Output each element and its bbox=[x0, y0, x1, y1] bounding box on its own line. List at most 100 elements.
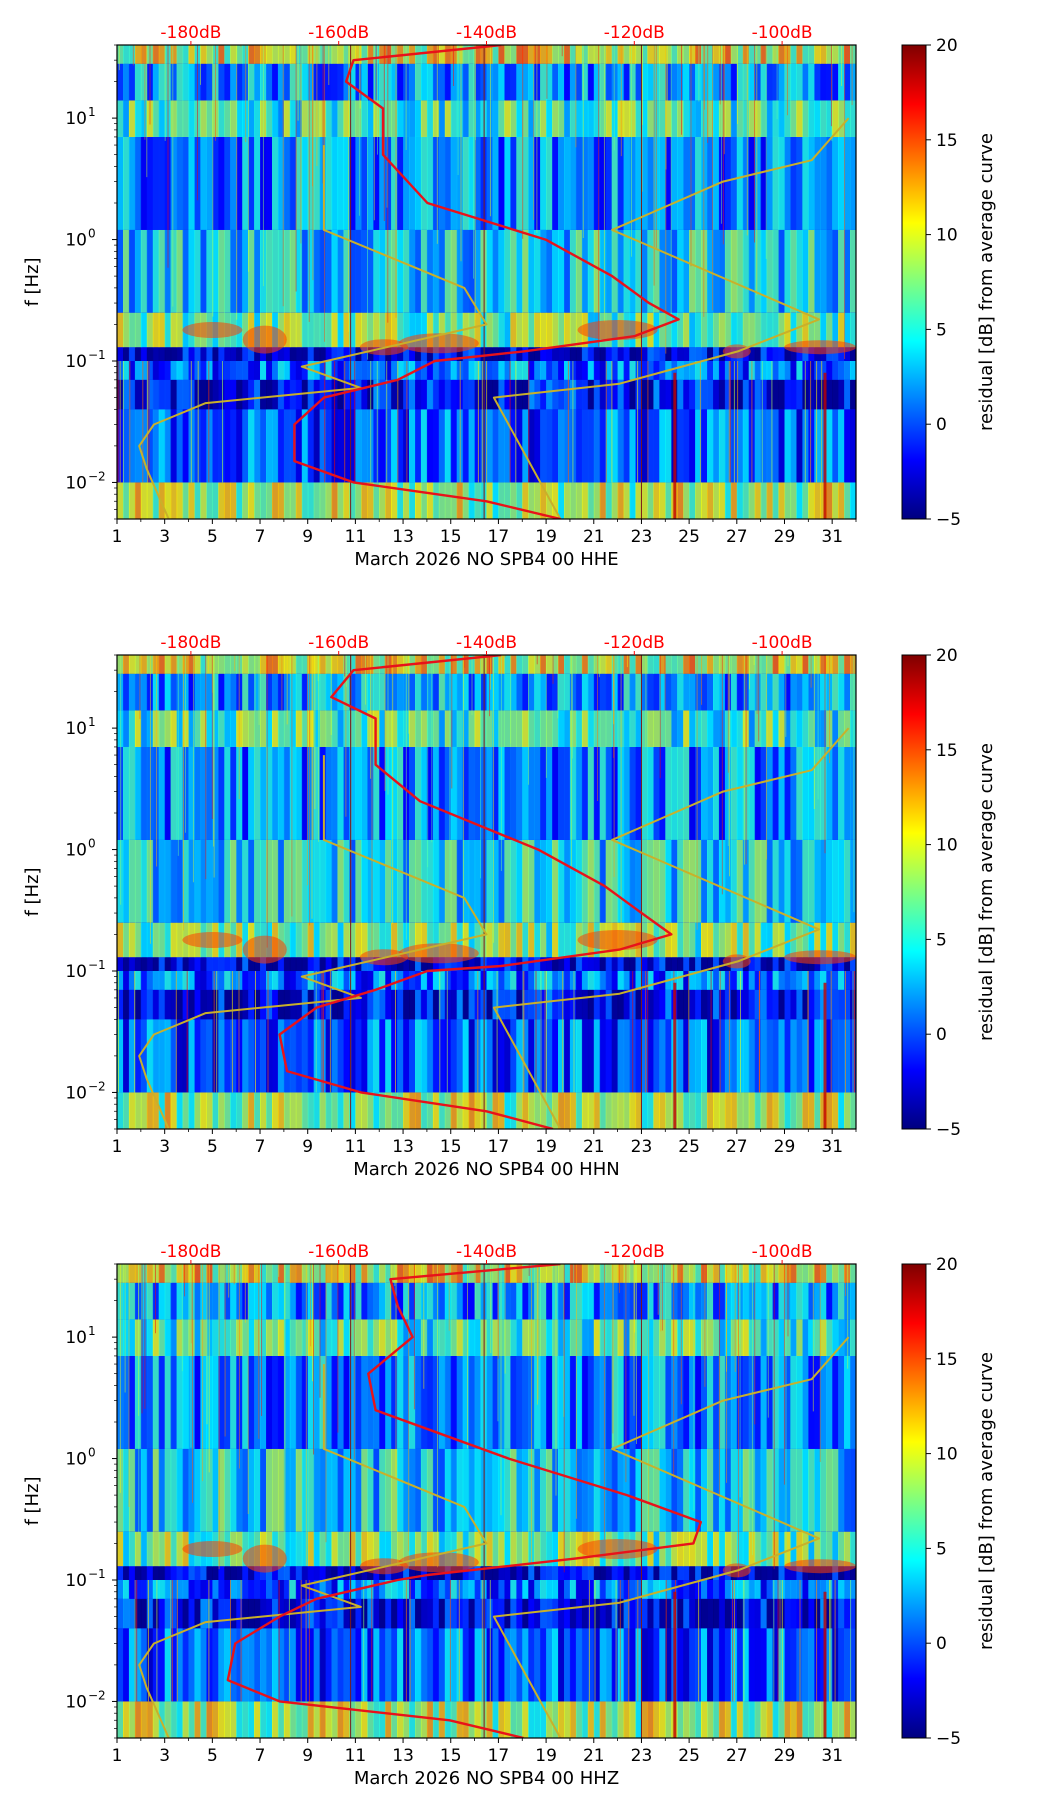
y-tick-exponent: 0 bbox=[88, 837, 96, 851]
y-tick-label: 10 bbox=[65, 841, 87, 861]
x-tick-label: 1 bbox=[112, 1137, 123, 1157]
y-tick-exponent: −2 bbox=[88, 1079, 106, 1093]
x-tick-label: 17 bbox=[488, 1746, 510, 1766]
spectrogram-texture bbox=[117, 1264, 856, 1738]
y-tick-exponent: −1 bbox=[88, 348, 106, 362]
y-tick-label: 10 bbox=[65, 231, 87, 251]
x-tick-label: 3 bbox=[159, 1137, 170, 1157]
db-axis-label: -100dB bbox=[752, 1242, 813, 1262]
colorbar-tick-label: 10 bbox=[936, 836, 958, 856]
y-tick-exponent: −2 bbox=[88, 1688, 106, 1702]
x-tick-label: 5 bbox=[207, 1137, 218, 1157]
y-tick-exponent: 1 bbox=[88, 105, 96, 119]
x-tick-label: 5 bbox=[207, 527, 218, 547]
y-tick-label: 10 bbox=[65, 1328, 87, 1348]
x-tick-label: 23 bbox=[631, 1137, 653, 1157]
x-tick-label: 1 bbox=[112, 527, 123, 547]
colorbar-tick-label: 5 bbox=[936, 1539, 947, 1559]
x-tick-label: 25 bbox=[678, 1137, 700, 1157]
colorbar-tick-label: 0 bbox=[936, 1634, 947, 1654]
x-tick-label: 27 bbox=[726, 1137, 748, 1157]
y-tick-label: 10 bbox=[65, 352, 87, 372]
x-tick-label: 13 bbox=[392, 1137, 414, 1157]
db-axis-label: -100dB bbox=[752, 633, 813, 653]
x-tick-label: 11 bbox=[345, 527, 367, 547]
db-axis-label: -160dB bbox=[308, 1242, 369, 1262]
x-tick-label: 21 bbox=[583, 1746, 605, 1766]
db-axis-label: -180dB bbox=[160, 633, 221, 653]
x-tick-label: 19 bbox=[535, 1137, 557, 1157]
x-tick-label: 1 bbox=[112, 1746, 123, 1766]
y-tick-label: 10 bbox=[65, 1571, 87, 1591]
db-axis-label: -140dB bbox=[456, 1242, 517, 1262]
x-tick-label: 21 bbox=[583, 1137, 605, 1157]
x-tick-label: 21 bbox=[583, 527, 605, 547]
x-tick-label: 27 bbox=[726, 1746, 748, 1766]
x-tick-label: 3 bbox=[159, 1746, 170, 1766]
y-tick-exponent: −1 bbox=[88, 1567, 106, 1581]
nhnm-curve bbox=[138, 755, 488, 1129]
y-tick-exponent: 0 bbox=[88, 227, 96, 241]
x-tick-label: 5 bbox=[207, 1746, 218, 1766]
colorbar-tick-label: 20 bbox=[936, 646, 958, 666]
x-tick-label: 7 bbox=[255, 1746, 266, 1766]
db-axis-label: -140dB bbox=[456, 23, 517, 43]
colorbar-tick-label: 0 bbox=[936, 1025, 947, 1045]
x-tick-label: 25 bbox=[678, 527, 700, 547]
colorbar bbox=[901, 654, 927, 1130]
db-axis-label: -140dB bbox=[456, 633, 517, 653]
db-axis-label: -120dB bbox=[604, 23, 665, 43]
y-tick-label: 10 bbox=[65, 473, 87, 493]
x-tick-label: 29 bbox=[774, 527, 796, 547]
colorbar-tick-label: −5 bbox=[936, 510, 961, 530]
colorbar-label: residual [dB] from average curve bbox=[976, 1352, 997, 1650]
x-tick-label: 31 bbox=[821, 1746, 843, 1766]
colorbar-tick-label: 20 bbox=[936, 1255, 958, 1275]
y-tick-exponent: −1 bbox=[88, 958, 106, 972]
spectrogram-texture bbox=[117, 45, 856, 519]
x-tick-label: 13 bbox=[392, 527, 414, 547]
x-tick-label: 19 bbox=[535, 1746, 557, 1766]
db-axis-label: -180dB bbox=[160, 1242, 221, 1262]
nlnm-curve bbox=[492, 1336, 850, 1738]
colorbar-tick-label: 5 bbox=[936, 320, 947, 340]
x-tick-label: 9 bbox=[302, 527, 313, 547]
x-tick-label: 11 bbox=[345, 1746, 367, 1766]
nlnm-curve bbox=[492, 727, 850, 1129]
median-psd-curve bbox=[293, 45, 680, 519]
spectrogram-texture bbox=[117, 655, 856, 1129]
y-tick-label: 10 bbox=[65, 719, 87, 739]
colorbar-tick-label: 20 bbox=[936, 36, 958, 56]
colorbar-tick-label: 0 bbox=[936, 415, 947, 435]
x-tick-label: 15 bbox=[440, 1137, 462, 1157]
x-axis-label: March 2026 NO SPB4 00 HHN bbox=[353, 1159, 619, 1180]
median-psd-curve bbox=[278, 655, 673, 1129]
x-tick-label: 29 bbox=[774, 1746, 796, 1766]
x-tick-label: 17 bbox=[488, 1137, 510, 1157]
nhnm-curve bbox=[138, 1364, 488, 1738]
db-axis-label: -120dB bbox=[604, 633, 665, 653]
x-tick-label: 31 bbox=[821, 527, 843, 547]
x-tick-label: 13 bbox=[392, 1746, 414, 1766]
x-tick-label: 29 bbox=[774, 1137, 796, 1157]
x-tick-label: 9 bbox=[302, 1137, 313, 1157]
y-tick-label: 10 bbox=[65, 1692, 87, 1712]
db-axis-label: -120dB bbox=[604, 1242, 665, 1262]
colorbar-tick-label: 15 bbox=[936, 1350, 958, 1370]
y-tick-label: 10 bbox=[65, 109, 87, 129]
colorbar bbox=[901, 44, 927, 520]
x-tick-label: 15 bbox=[440, 1746, 462, 1766]
median-psd-curve bbox=[226, 1264, 702, 1738]
y-axis-label: f [Hz] bbox=[22, 257, 43, 306]
y-tick-exponent: 1 bbox=[88, 715, 96, 729]
x-tick-label: 7 bbox=[255, 1137, 266, 1157]
x-tick-label: 31 bbox=[821, 1137, 843, 1157]
db-axis-label: -160dB bbox=[308, 23, 369, 43]
colorbar-tick-label: 15 bbox=[936, 741, 958, 761]
y-tick-exponent: 1 bbox=[88, 1324, 96, 1338]
y-tick-label: 10 bbox=[65, 1083, 87, 1103]
y-axis-label: f [Hz] bbox=[22, 867, 43, 916]
x-tick-label: 19 bbox=[535, 527, 557, 547]
